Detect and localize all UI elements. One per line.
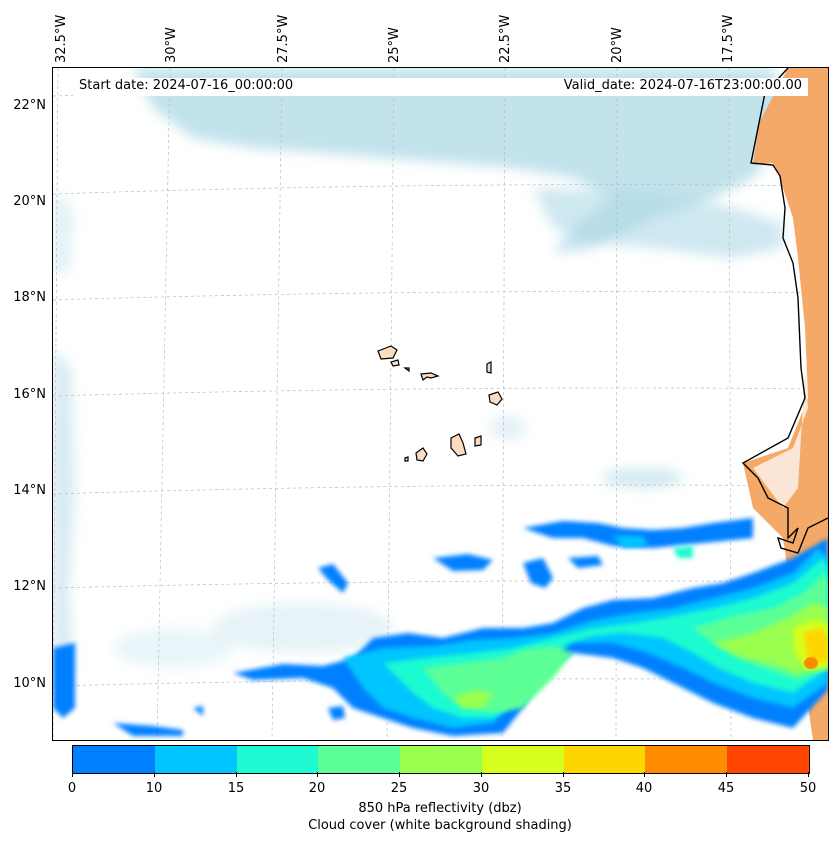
colorbar-tick-label: 30 [472,781,490,796]
cape-verde-islands [377,345,503,462]
coastline [741,68,828,554]
reflectivity-level-6 [803,628,828,663]
colorbar-tick-label: 20 [308,781,326,796]
colorbar-tick-label: 50 [799,781,817,796]
lon-label-30w: 30°W [164,27,179,63]
island-santo-antao [377,345,398,360]
colorbar-tick [72,772,73,777]
colorbar-tick [563,772,564,777]
start-date-text: Start date: 2024-07-16_00:00:00 [79,78,294,93]
lat-label-18n: 18°N [13,290,46,305]
colorbar-tick [481,772,482,777]
colorbar-tick-label: 40 [635,781,653,796]
colorbar-tick [399,772,400,777]
colorbar-tick [808,772,809,777]
colorbar-segment [318,746,401,773]
lon-label-20w: 20°W [610,27,625,63]
lon-label-25w: 25°W [387,27,402,63]
colorbar-segment [154,746,237,773]
colorbar-segment [481,746,564,773]
cloud-cover [53,68,788,688]
cloud-band-east [533,188,783,258]
island-maio [474,435,482,447]
lon-label-22-5w: 22.5°W [498,14,513,63]
colorbar [72,745,810,774]
colorbar-label: 850 hPa reflectivity (dbz) [358,801,522,816]
colorbar-segment [645,746,728,773]
lon-label-32-5w: 32.5°W [54,14,69,63]
colorbar-tick [317,772,318,777]
colorbar-segment [236,746,319,773]
colorbar-segment [563,746,646,773]
colorbar-tick-label: 45 [717,781,735,796]
lat-label-10n: 10°N [13,676,46,691]
cloud-west-edge [53,348,75,688]
island-brava [404,456,409,462]
island-santa-luzia [403,367,410,373]
lon-label-17-5w: 17.5°W [721,14,736,63]
reflectivity-level-7 [804,657,818,669]
colorbar-segment [73,746,155,773]
land-inland-shade [753,368,808,508]
lat-label-12n: 12°N [13,579,46,594]
header-band [73,78,808,96]
island-fogo [415,447,428,462]
cloud-patch-east [603,468,683,488]
colorbar-segment [727,746,810,773]
lon-label-27-5w: 27.5°W [276,14,291,63]
colorbar-sublabel: Cloud cover (white background shading) [308,818,572,833]
island-sao-vicente [390,359,400,367]
colorbar-tick [236,772,237,777]
longitude-labels: 32.5°W 30°W 27.5°W 25°W 22.5°W 20°W 17.5… [0,0,837,66]
island-sal [486,361,492,374]
island-boa-vista [488,391,503,406]
lat-label-22n: 22°N [13,98,46,113]
island-sao-nicolau [420,372,440,381]
colorbar-tick [726,772,727,777]
colorbar-tick-label: 10 [145,781,163,796]
colorbar-tick [154,772,155,777]
colorbar-segment [400,746,482,773]
colorbar-tick-label: 0 [67,781,77,796]
cloud-patch-central [490,416,526,440]
colorbar-tick-label: 35 [554,781,572,796]
map-canvas [53,68,828,740]
cloud-patch-south [213,603,393,653]
lat-label-16n: 16°N [13,387,46,402]
lat-label-20n: 20°N [13,194,46,209]
colorbar-tick-label: 25 [390,781,408,796]
reflectivity-field [53,518,828,736]
cloud-patch-sw [113,628,233,668]
colorbar-tick [644,772,645,777]
colorbar-tick-label: 15 [227,781,245,796]
valid-date-text: Valid_date: 2024-07-16T23:00:00.00 [563,78,802,93]
cloud-west-upper [53,188,73,278]
lat-label-14n: 14°N [13,483,46,498]
island-santiago [450,433,467,457]
map-panel: Start date: 2024-07-16_00:00:00 Valid_da… [52,67,829,741]
